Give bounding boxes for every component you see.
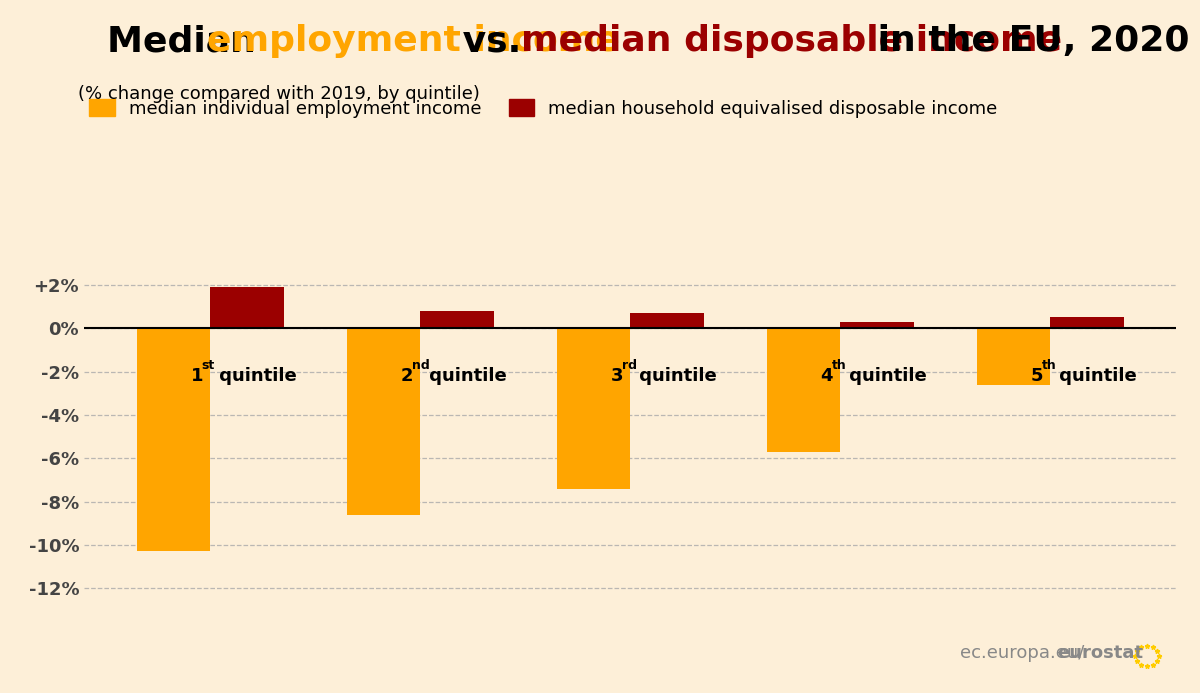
Bar — [1050, 317, 1123, 328]
Legend: median individual employment income, median household equivalised disposable inc: median individual employment income, med… — [82, 92, 1004, 125]
Text: quintile: quintile — [632, 367, 716, 385]
Text: median disposable income: median disposable income — [521, 24, 1062, 58]
Text: 2: 2 — [401, 367, 413, 385]
Bar — [977, 328, 1050, 385]
Text: nd: nd — [412, 359, 430, 372]
Text: th: th — [832, 359, 846, 372]
Bar — [840, 322, 913, 328]
Text: ec.europa.eu/: ec.europa.eu/ — [960, 644, 1085, 662]
Text: (% change compared with 2019, by quintile): (% change compared with 2019, by quintil… — [78, 85, 480, 103]
Text: vs.: vs. — [450, 24, 534, 58]
Text: in the EU, 2020: in the EU, 2020 — [864, 24, 1189, 58]
Bar — [210, 287, 283, 328]
Bar — [420, 311, 493, 328]
Text: eurostat: eurostat — [1057, 644, 1144, 662]
Text: st: st — [202, 359, 215, 372]
Text: employment income: employment income — [206, 24, 619, 58]
Text: 4: 4 — [821, 367, 833, 385]
Text: th: th — [1042, 359, 1056, 372]
Text: rd: rd — [622, 359, 637, 372]
Text: quintile: quintile — [212, 367, 296, 385]
Text: quintile: quintile — [842, 367, 926, 385]
Bar — [630, 313, 703, 328]
Text: 1: 1 — [191, 367, 203, 385]
Bar — [767, 328, 840, 452]
Bar — [347, 328, 420, 514]
Text: 5: 5 — [1031, 367, 1043, 385]
Text: quintile: quintile — [1052, 367, 1136, 385]
Text: Median: Median — [107, 24, 268, 58]
Bar — [137, 328, 210, 552]
Text: 3: 3 — [611, 367, 623, 385]
Text: quintile: quintile — [422, 367, 506, 385]
Bar — [557, 328, 630, 489]
